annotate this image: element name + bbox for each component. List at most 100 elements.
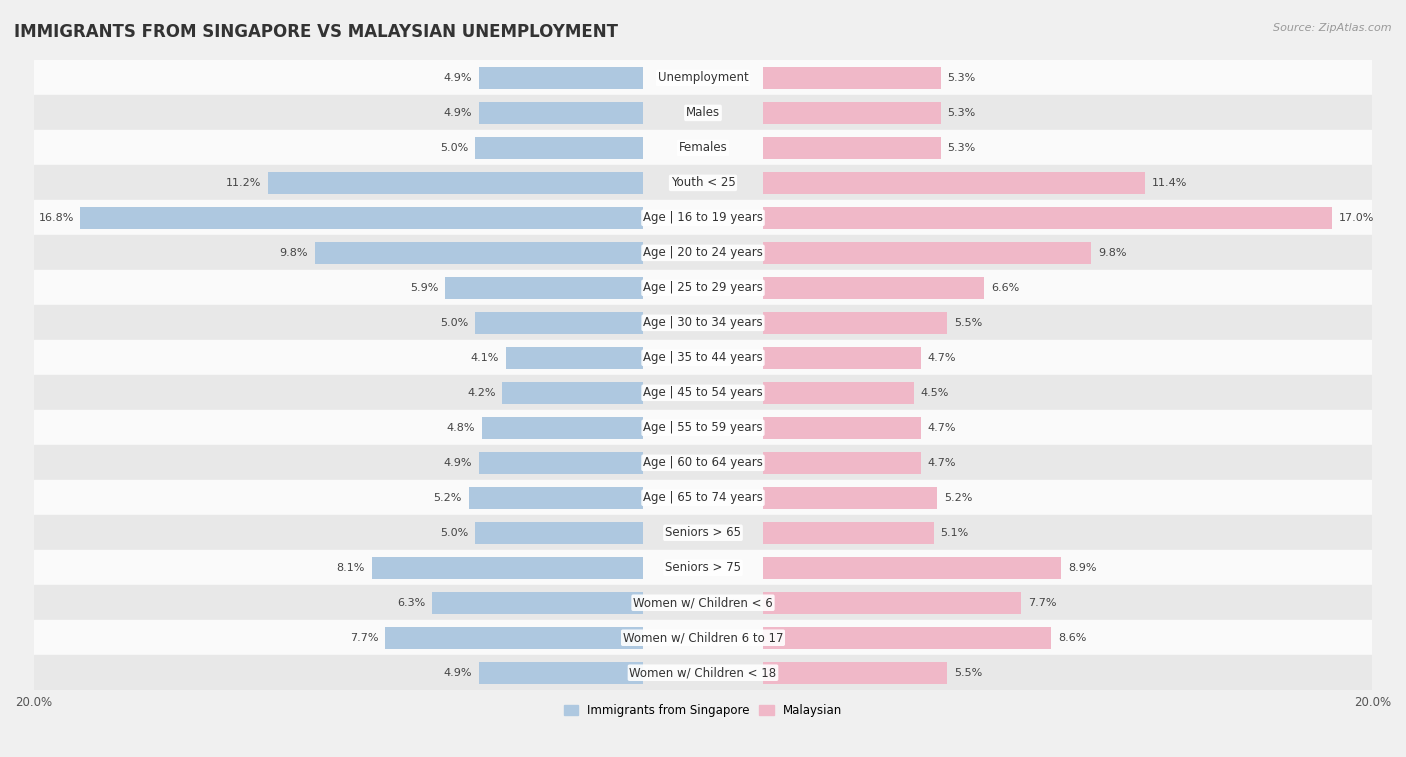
Text: Source: ZipAtlas.com: Source: ZipAtlas.com — [1274, 23, 1392, 33]
Text: 9.8%: 9.8% — [280, 248, 308, 258]
Bar — [763, 417, 921, 438]
Text: Age | 20 to 24 years: Age | 20 to 24 years — [643, 246, 763, 260]
Text: IMMIGRANTS FROM SINGAPORE VS MALAYSIAN UNEMPLOYMENT: IMMIGRANTS FROM SINGAPORE VS MALAYSIAN U… — [14, 23, 619, 41]
Text: Women w/ Children < 18: Women w/ Children < 18 — [630, 666, 776, 679]
Text: 4.9%: 4.9% — [443, 458, 472, 468]
Bar — [371, 557, 643, 578]
Text: 6.6%: 6.6% — [991, 283, 1019, 293]
Text: 11.2%: 11.2% — [226, 178, 262, 188]
Text: 11.4%: 11.4% — [1152, 178, 1187, 188]
Bar — [763, 137, 941, 159]
Bar — [478, 67, 643, 89]
Bar — [468, 487, 643, 509]
Text: Women w/ Children < 6: Women w/ Children < 6 — [633, 597, 773, 609]
Text: 16.8%: 16.8% — [38, 213, 73, 223]
Bar — [763, 207, 1333, 229]
Text: Age | 45 to 54 years: Age | 45 to 54 years — [643, 386, 763, 399]
Text: Age | 60 to 64 years: Age | 60 to 64 years — [643, 456, 763, 469]
Bar — [478, 662, 643, 684]
Bar — [506, 347, 643, 369]
Bar — [763, 67, 941, 89]
Text: 6.3%: 6.3% — [396, 598, 425, 608]
Bar — [34, 341, 1372, 375]
Text: Females: Females — [679, 142, 727, 154]
Bar — [34, 620, 1372, 656]
Text: 4.5%: 4.5% — [921, 388, 949, 398]
Bar — [763, 487, 938, 509]
Bar — [763, 277, 984, 299]
Text: 5.9%: 5.9% — [411, 283, 439, 293]
Text: Males: Males — [686, 107, 720, 120]
Text: 8.1%: 8.1% — [336, 562, 366, 573]
Text: 8.6%: 8.6% — [1057, 633, 1087, 643]
Text: Age | 25 to 29 years: Age | 25 to 29 years — [643, 282, 763, 294]
Bar — [34, 480, 1372, 516]
Text: 4.9%: 4.9% — [443, 108, 472, 118]
Bar — [763, 592, 1021, 614]
Text: 5.5%: 5.5% — [955, 668, 983, 678]
Bar — [34, 410, 1372, 445]
Bar — [34, 95, 1372, 130]
Text: Age | 30 to 34 years: Age | 30 to 34 years — [643, 316, 763, 329]
Bar — [478, 102, 643, 123]
Bar — [475, 312, 643, 334]
Text: Seniors > 75: Seniors > 75 — [665, 561, 741, 575]
Text: 8.9%: 8.9% — [1067, 562, 1097, 573]
Bar — [763, 312, 948, 334]
Legend: Immigrants from Singapore, Malaysian: Immigrants from Singapore, Malaysian — [560, 699, 846, 722]
Bar — [446, 277, 643, 299]
Text: 5.0%: 5.0% — [440, 143, 468, 153]
Bar — [763, 452, 921, 474]
Bar — [34, 445, 1372, 480]
Bar — [269, 172, 643, 194]
Text: Youth < 25: Youth < 25 — [671, 176, 735, 189]
Text: 4.1%: 4.1% — [471, 353, 499, 363]
Bar — [763, 627, 1052, 649]
Bar — [478, 452, 643, 474]
Bar — [763, 382, 914, 403]
Bar — [34, 375, 1372, 410]
Bar — [385, 627, 643, 649]
Bar — [475, 137, 643, 159]
Bar — [34, 61, 1372, 95]
Text: 5.3%: 5.3% — [948, 108, 976, 118]
Bar — [34, 165, 1372, 201]
Text: Age | 16 to 19 years: Age | 16 to 19 years — [643, 211, 763, 224]
Text: 17.0%: 17.0% — [1339, 213, 1374, 223]
Text: Age | 35 to 44 years: Age | 35 to 44 years — [643, 351, 763, 364]
Bar — [34, 201, 1372, 235]
Text: 4.9%: 4.9% — [443, 668, 472, 678]
Bar — [763, 242, 1091, 263]
Text: 4.7%: 4.7% — [928, 423, 956, 433]
Bar — [763, 102, 941, 123]
Bar — [763, 557, 1062, 578]
Text: 5.0%: 5.0% — [440, 318, 468, 328]
Text: Age | 55 to 59 years: Age | 55 to 59 years — [643, 422, 763, 435]
Text: 7.7%: 7.7% — [350, 633, 378, 643]
Text: 5.3%: 5.3% — [948, 143, 976, 153]
Text: 9.8%: 9.8% — [1098, 248, 1126, 258]
Text: 7.7%: 7.7% — [1028, 598, 1056, 608]
Text: 5.0%: 5.0% — [440, 528, 468, 537]
Text: 4.7%: 4.7% — [928, 353, 956, 363]
Bar — [763, 522, 934, 544]
Text: 4.7%: 4.7% — [928, 458, 956, 468]
Text: 4.9%: 4.9% — [443, 73, 472, 83]
Bar — [763, 662, 948, 684]
Bar — [432, 592, 643, 614]
Bar — [763, 347, 921, 369]
Text: Seniors > 65: Seniors > 65 — [665, 526, 741, 539]
Text: 5.2%: 5.2% — [433, 493, 463, 503]
Bar — [34, 516, 1372, 550]
Bar — [34, 305, 1372, 341]
Bar — [34, 585, 1372, 620]
Text: 5.1%: 5.1% — [941, 528, 969, 537]
Bar — [34, 550, 1372, 585]
Bar — [34, 235, 1372, 270]
Bar — [482, 417, 643, 438]
Text: 4.2%: 4.2% — [467, 388, 495, 398]
Bar — [475, 522, 643, 544]
Text: Unemployment: Unemployment — [658, 71, 748, 85]
Text: Women w/ Children 6 to 17: Women w/ Children 6 to 17 — [623, 631, 783, 644]
Text: 5.2%: 5.2% — [943, 493, 973, 503]
